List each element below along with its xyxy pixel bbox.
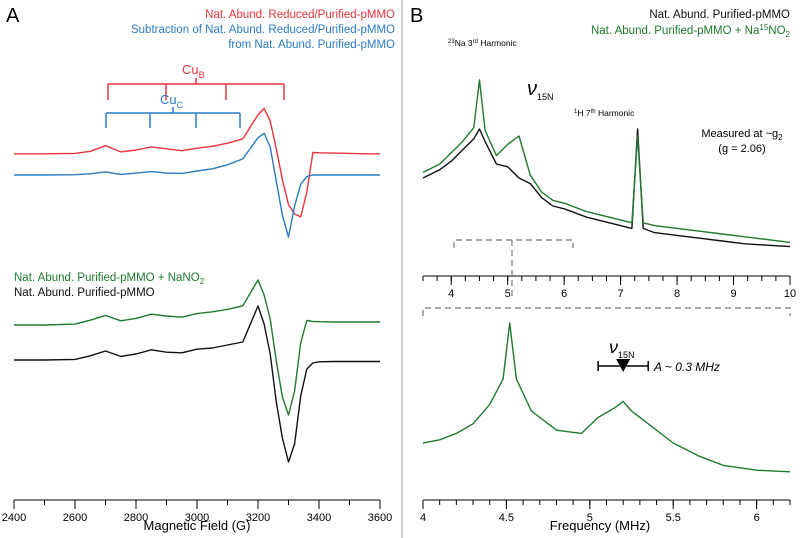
x-tick-label: 4.5 <box>499 512 514 524</box>
panel-a-x-axis-label: Magnetic Field (G) <box>144 518 251 533</box>
x-tick-label: 5 <box>505 288 511 300</box>
nu-15n-marker-triangle <box>616 359 631 372</box>
panel-b-label: B <box>410 5 423 27</box>
trace-black <box>14 305 380 463</box>
x-tick-label: 10 <box>784 288 796 300</box>
x-tick-label: 3600 <box>368 512 392 524</box>
zoom-indicator <box>422 239 791 316</box>
trace-green <box>422 322 791 473</box>
x-tick-label: 5.5 <box>666 512 681 524</box>
nu-15n-label-bottom: ν15N <box>609 337 635 360</box>
trace-green <box>14 279 380 416</box>
trace-black <box>422 128 791 248</box>
x-tick-label: 5 <box>587 512 593 524</box>
g-value-label: (g = 2.06) <box>718 143 765 155</box>
x-tick-label: 6 <box>561 288 567 300</box>
x-tick-label: 2800 <box>124 512 148 524</box>
cu-c-bracket <box>105 107 241 128</box>
x-tick-label: 3400 <box>307 512 331 524</box>
coupling-label: A ~ 0.3 MHz <box>653 360 720 374</box>
h-harmonic-label: 1H 7th Harmonic <box>574 108 635 118</box>
cu-b-label: CuB <box>182 62 205 80</box>
panel-a-traces <box>14 107 380 463</box>
trace-green <box>422 79 791 244</box>
panel-a-label: A <box>6 5 20 27</box>
panel-b-top-traces <box>422 79 791 248</box>
x-tick-label: 3200 <box>246 512 270 524</box>
panel-b-bottom-traces <box>422 322 791 473</box>
x-tick-label: 4 <box>448 288 454 300</box>
x-tick-label: 7 <box>618 288 624 300</box>
panel-a-x-ticks: 2400 2600 2800 3000 3200 3400 3600 <box>2 500 392 524</box>
panel-b: B Nat. Abund. Purified-pMMO Nat. Abund. … <box>410 5 796 533</box>
panel-b-legend-black: Nat. Abund. Purified-pMMO <box>649 9 790 21</box>
cu-c-label: CuC <box>160 92 184 110</box>
trace-red <box>14 107 380 218</box>
panel-b-bottom-ticks: 4 4.5 5 5.5 6 <box>420 500 791 524</box>
x-tick-label: 6 <box>754 512 760 524</box>
panel-b-x-axis-label: Frequency (MHz) <box>550 518 650 533</box>
panel-a-legend-blue-1: Subtraction of Nat. Abund. Reduced/Purif… <box>131 24 395 36</box>
x-tick-label: 9 <box>730 288 736 300</box>
measured-at-label: Measured at ~g2 <box>701 128 783 142</box>
nu-15n-label-top: ν15N <box>527 78 554 102</box>
x-tick-label: 8 <box>674 288 680 300</box>
panel-a: A Nat. Abund. Reduced/Purified-pMMO Subt… <box>2 5 395 533</box>
na-harmonic-label: 23Na 3rd Harmonic <box>448 38 517 48</box>
panel-b-legend-green: Nat. Abund. Purified-pMMO + Na15NO2 <box>591 23 791 39</box>
panel-a-legend-blue-2: from Nat. Abund. Purified-pMMO <box>228 39 395 51</box>
panel-b-top-ticks: 4 5 6 7 8 9 10 <box>422 276 796 300</box>
panel-a-legend-green: Nat. Abund. Purified-pMMO + NaNO2 <box>14 272 205 286</box>
x-tick-label: 4 <box>420 512 426 524</box>
x-tick-label: 2600 <box>63 512 87 524</box>
panel-a-legend-black: Nat. Abund. Purified-pMMO <box>14 287 155 299</box>
cu-b-bracket <box>107 78 285 100</box>
x-tick-label: 3000 <box>185 512 209 524</box>
trace-blue <box>14 132 380 238</box>
panel-a-legend-red: Nat. Abund. Reduced/Purified-pMMO <box>205 9 395 21</box>
x-tick-label: 2400 <box>2 512 26 524</box>
